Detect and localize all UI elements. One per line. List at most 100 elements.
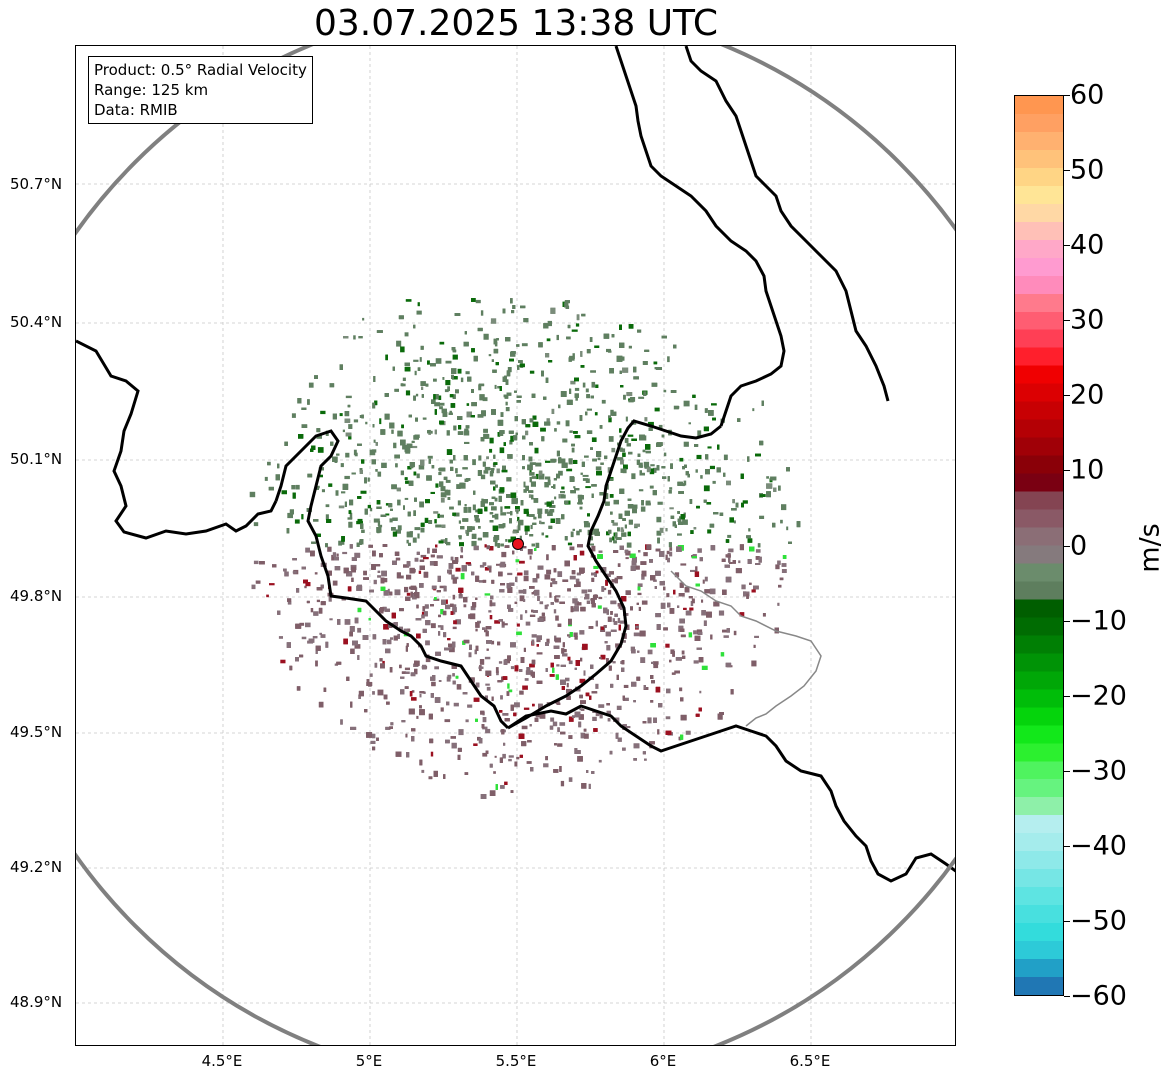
- echo-pixel: [405, 450, 411, 454]
- echo-pixel: [366, 679, 370, 684]
- echo-pixel: [586, 349, 591, 354]
- echo-pixel: [578, 498, 583, 505]
- echo-pixel: [642, 449, 646, 453]
- echo-pixel: [555, 637, 561, 643]
- echo-pixel: [547, 320, 552, 327]
- echo-pixel: [449, 394, 454, 398]
- echo-pixel: [411, 690, 415, 693]
- echo-pixel: [658, 424, 663, 430]
- echo-pixel: [633, 366, 637, 373]
- echo-pixel: [584, 455, 589, 458]
- echo-pixel: [622, 448, 626, 453]
- echo-pixel: [424, 517, 429, 523]
- echo-pixel: [534, 548, 537, 551]
- echo-pixel: [624, 524, 627, 529]
- echo-pixel: [556, 334, 559, 341]
- echo-pixel: [657, 537, 660, 544]
- echo-pixel: [568, 735, 573, 739]
- echo-pixel: [509, 440, 513, 445]
- echo-pixel: [733, 630, 737, 636]
- echo-pixel: [620, 605, 623, 610]
- echo-pixel: [554, 428, 557, 432]
- echo-pixel: [467, 526, 473, 532]
- echo-pixel: [403, 505, 405, 510]
- echo-pixel: [433, 378, 437, 382]
- echo-pixel: [529, 663, 535, 668]
- echo-pixel: [325, 543, 328, 548]
- echo-pixel: [735, 568, 742, 574]
- echo-pixel: [658, 703, 663, 708]
- radar-map[interactable]: [75, 45, 956, 1046]
- echo-pixel: [477, 327, 483, 332]
- echo-pixel: [459, 542, 464, 547]
- echo-pixel: [440, 498, 445, 503]
- echo-pixel: [503, 394, 507, 398]
- echo-pixel: [766, 491, 771, 498]
- echo-pixel: [433, 770, 438, 777]
- echo-pixel: [584, 593, 590, 599]
- echo-pixel: [459, 590, 462, 596]
- echo-pixel: [544, 604, 548, 610]
- echo-pixel: [416, 633, 421, 639]
- echo-pixel: [759, 494, 766, 497]
- echo-pixel: [695, 566, 698, 572]
- echo-pixel: [343, 638, 348, 645]
- echo-pixel: [509, 518, 512, 524]
- echo-pixel: [494, 497, 498, 502]
- echo-pixel: [498, 524, 505, 529]
- echo-pixel: [643, 461, 650, 468]
- echo-pixel: [509, 582, 515, 586]
- echo-pixel: [612, 522, 618, 526]
- echo-pixel: [501, 551, 507, 558]
- echo-pixel: [779, 577, 784, 581]
- echo-pixel: [491, 496, 496, 499]
- echo-pixel: [642, 751, 646, 755]
- echo-pixel: [445, 739, 450, 744]
- echo-pixel: [531, 659, 536, 665]
- echo-pixel: [655, 570, 661, 576]
- echo-pixel: [397, 525, 402, 531]
- echo-pixel: [568, 777, 573, 782]
- echo-pixel: [657, 501, 663, 505]
- echo-pixel: [648, 427, 653, 431]
- echo-pixel: [451, 742, 457, 749]
- echo-pixel: [667, 356, 670, 363]
- echo-pixel: [636, 459, 640, 465]
- echo-pixel: [359, 468, 363, 472]
- echo-pixel: [502, 623, 508, 626]
- echo-pixel: [385, 648, 391, 654]
- echo-pixel: [531, 592, 534, 595]
- echo-pixel: [633, 700, 636, 703]
- echo-pixel: [515, 506, 520, 512]
- echo-pixel: [468, 652, 472, 658]
- echo-pixel: [755, 556, 760, 560]
- echo-pixel: [691, 598, 695, 604]
- echo-pixel: [597, 554, 603, 559]
- echo-pixel: [430, 676, 436, 681]
- echo-pixel: [574, 584, 578, 588]
- echo-pixel: [299, 654, 304, 658]
- echo-pixel: [448, 412, 453, 415]
- echo-pixel: [642, 721, 647, 724]
- echo-pixel: [668, 542, 672, 548]
- echo-pixel: [682, 655, 686, 659]
- echo-pixel: [556, 421, 561, 425]
- echo-pixel: [467, 376, 472, 382]
- echo-pixel: [788, 541, 792, 544]
- echo-pixel: [342, 429, 345, 433]
- echo-pixel: [510, 298, 513, 304]
- echo-pixel: [485, 626, 492, 630]
- echo-pixel: [550, 662, 554, 668]
- echo-pixel: [595, 711, 600, 717]
- echo-pixel: [500, 412, 504, 417]
- echo-pixel: [749, 546, 755, 552]
- echo-pixel: [364, 709, 368, 713]
- echo-pixel: [506, 583, 512, 589]
- radar-site-marker[interactable]: [512, 538, 524, 550]
- echo-pixel: [357, 607, 362, 613]
- echo-pixel: [732, 560, 736, 564]
- echo-pixel: [482, 461, 486, 467]
- echo-pixel: [436, 590, 441, 593]
- echo-pixel: [433, 394, 436, 400]
- echo-pixel: [447, 674, 452, 679]
